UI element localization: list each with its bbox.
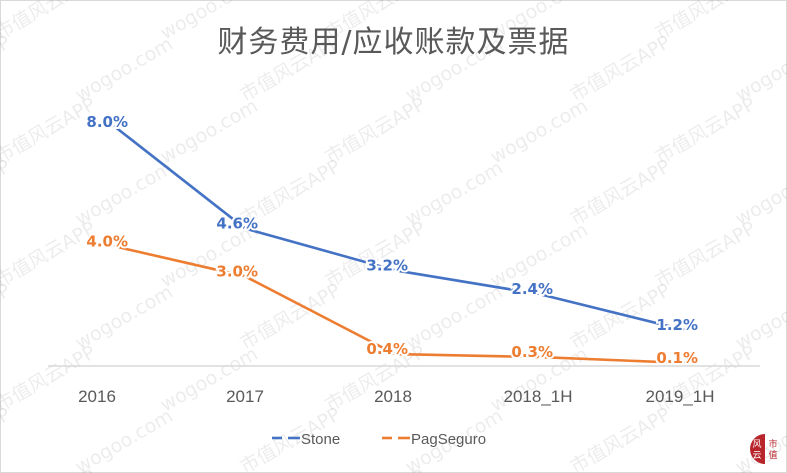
- series-line: [113, 245, 687, 365]
- chart-title: 财务费用/应收账款及票据: [217, 25, 570, 60]
- data-label: 2.4%: [511, 280, 553, 298]
- data-label: 0.3%: [511, 343, 553, 361]
- legend-item-pagseguro[interactable]: PagSeguro: [382, 431, 486, 448]
- data-label-halo: 0.1%: [656, 349, 698, 367]
- watermark-text: wogoo.com: [157, 95, 262, 168]
- data-label-halo: 4.6%: [216, 214, 258, 232]
- series-pagseguro: 4.0%4.0%3.0%3.0%0.4%0.4% 0.3%0.3% 0.1%0.1%: [84, 230, 700, 369]
- watermark-text: 市值风云APP: [237, 279, 345, 354]
- legend: Stone PagSeguro: [272, 431, 486, 448]
- data-label-halo: 0.4%: [366, 340, 408, 358]
- data-label-halo: 1.2%: [656, 316, 698, 334]
- watermark-text: wogoo.com: [732, 157, 787, 230]
- svg-text:市: 市: [768, 438, 777, 450]
- svg-text:风: 风: [752, 439, 761, 450]
- data-label: 8.0%: [86, 113, 128, 131]
- data-label: 3.0%: [216, 262, 258, 280]
- watermark-text: wogoo.com: [72, 405, 177, 473]
- data-label: 4.0%: [86, 232, 128, 250]
- watermark-text: 市值风云APP: [0, 93, 99, 168]
- watermark-text: wogoo.com: [487, 95, 592, 168]
- data-label: 1.2%: [656, 316, 698, 334]
- data-label: 3.2%: [366, 256, 408, 274]
- data-label: 0.1%: [656, 349, 698, 367]
- data-label-halo: 3.0%: [216, 262, 258, 280]
- svg-text:云: 云: [752, 451, 761, 461]
- data-label-halo: 3.2%: [366, 256, 408, 274]
- watermark-text: 市值风云APP: [652, 217, 760, 292]
- watermark-text: 市值风云APP: [322, 93, 430, 168]
- x-tick-label: 2019_1H: [645, 387, 714, 406]
- data-label-halo: 8.0%: [86, 113, 128, 131]
- x-tick-label: 2018: [374, 387, 412, 406]
- legend-label: Stone: [301, 431, 340, 448]
- watermark-text: 市值风云APP: [567, 155, 675, 230]
- series-line: [113, 125, 687, 332]
- watermark-text: 市值风云APP: [0, 217, 99, 292]
- watermark-text: 市值风云APP: [0, 403, 14, 473]
- watermark-text: 市值风云APP: [0, 155, 14, 230]
- x-axis-labels: 2016 2017 2018 2018_1H 2019_1H: [78, 387, 714, 406]
- legend-label: PagSeguro: [411, 431, 486, 448]
- svg-text:值: 值: [768, 449, 777, 461]
- data-label-halo: 2.4%: [511, 280, 553, 298]
- x-tick-label: 2017: [226, 387, 264, 406]
- x-tick-label: 2018_1H: [503, 387, 572, 406]
- series-layer: 8.0%8.0%4.6%4.6%3.2%3.2%2.4%2.4%1.2%1.2%…: [84, 111, 700, 369]
- legend-item-stone[interactable]: Stone: [272, 431, 340, 448]
- data-label: 0.4%: [366, 340, 408, 358]
- watermark-text: 市值风云APP: [0, 465, 99, 473]
- watermark-text: 市值风云APP: [567, 403, 675, 473]
- series-stone: 8.0%8.0%4.6%4.6%3.2%3.2%2.4%2.4%1.2%1.2%: [84, 111, 700, 336]
- data-label-halo: 0.3%: [511, 343, 553, 361]
- watermark-text: wogoo.com: [732, 281, 787, 354]
- x-tick-label: 2016: [78, 387, 116, 406]
- data-label-halo: 4.0%: [86, 232, 128, 250]
- data-label: 4.6%: [216, 214, 258, 232]
- watermark-text: 市值风云APP: [0, 279, 14, 354]
- watermark-text: 市值风云APP: [652, 93, 760, 168]
- brand-seal-icon: 风 云 市 值: [750, 434, 778, 464]
